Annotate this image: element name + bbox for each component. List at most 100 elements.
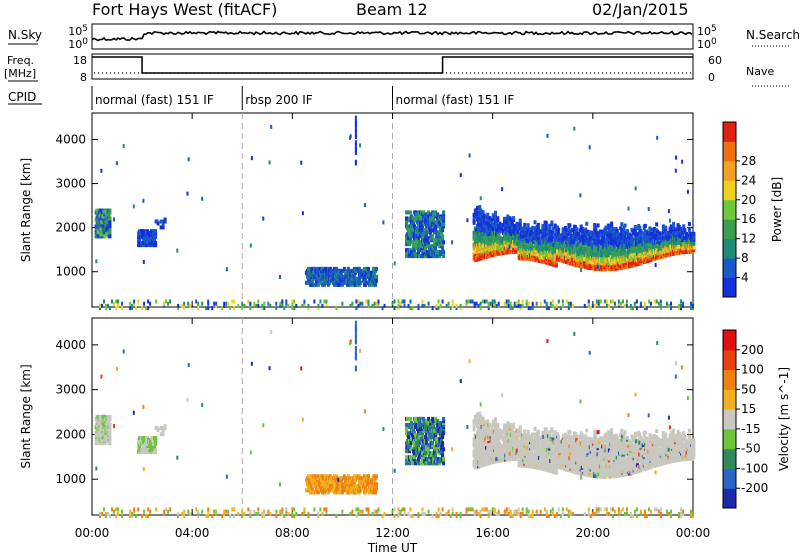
- velocity-echo-pixel: [420, 437, 423, 442]
- power-echo-pixel: [367, 266, 370, 271]
- velocity-echo-pixel: [306, 488, 310, 493]
- power-echo-pixel: [678, 306, 680, 311]
- power-echo-pixel: [593, 246, 597, 251]
- power-echo-pixel: [355, 306, 358, 311]
- power-echo-pixel: [427, 301, 430, 306]
- power-echo-pixel: [570, 257, 574, 262]
- power-echo-pixel: [575, 231, 579, 236]
- panel1-ylabel: Slant Range [km]: [19, 158, 33, 262]
- power-echo-pixel: [692, 245, 696, 250]
- power-echo-pixel: [419, 224, 422, 229]
- power-echo-pixel: [486, 212, 490, 217]
- power-echo-pixel: [544, 236, 548, 241]
- power-echo-pixel: [501, 244, 505, 249]
- velocity-echo-pixel: [405, 455, 408, 460]
- power-echo-pixel: [465, 299, 468, 304]
- power-echo-pixel: [667, 240, 671, 245]
- power-echo-pixel: [489, 303, 492, 308]
- power-echo-pixel: [654, 263, 657, 267]
- power-echo-pixel: [551, 230, 555, 235]
- power-echo-pixel: [435, 303, 438, 308]
- velocity-echo-pixel: [439, 459, 443, 464]
- power-echo-pixel: [487, 220, 491, 225]
- velocity-echo-pixel: [415, 423, 418, 427]
- velocity-echo-pixel: [108, 435, 112, 440]
- power-echo-pixel: [249, 243, 252, 248]
- power-echo-pixel: [349, 303, 352, 308]
- velocity-echo-pixel: [427, 447, 431, 452]
- power-echo-pixel: [682, 301, 684, 306]
- velocity-echo-pixel: [342, 474, 346, 479]
- power-echo-pixel: [181, 303, 184, 308]
- velocity-echo-pixel: [431, 416, 435, 421]
- power-echo-pixel: [442, 240, 446, 245]
- power-echo-pixel: [186, 191, 189, 196]
- power-echo-pixel: [250, 156, 253, 161]
- panel2-ytick-label-2: 3000: [55, 383, 86, 397]
- power-echo-pixel: [108, 208, 112, 213]
- velocity-echo-pixel: [108, 431, 112, 436]
- power-echo-pixel: [367, 299, 370, 304]
- velocity-echo-pixel: [159, 432, 163, 437]
- power-echo-pixel: [411, 226, 414, 231]
- velocity-echo-pixel: [436, 423, 440, 427]
- freq-tick-low: 8: [80, 71, 87, 84]
- power-echo-pixel: [247, 299, 250, 304]
- power-echo-pixel: [659, 306, 662, 311]
- power-echo-pixel: [403, 299, 406, 304]
- power-echo-pixel: [643, 223, 647, 228]
- power-echo-pixel: [635, 306, 638, 311]
- power-echo-pixel: [497, 301, 500, 306]
- power-echo-pixel: [354, 115, 357, 120]
- velocity-echo-pixel: [424, 425, 428, 429]
- power-echo-pixel: [653, 299, 656, 304]
- power-echo-pixel: [692, 303, 694, 308]
- power-echo-pixel: [477, 227, 481, 232]
- power-echo-pixel: [482, 219, 486, 224]
- power-echo-pixel: [447, 301, 450, 306]
- velocity-echo-pixel: [432, 419, 436, 423]
- power-echo-pixel: [439, 303, 442, 308]
- power-echo-pixel: [325, 299, 328, 304]
- power-echo-pixel: [583, 303, 586, 308]
- power-echo-pixel: [508, 244, 511, 249]
- velocity-echo-pixel: [420, 461, 423, 466]
- cpid-mode-1: rbsp 200 IF: [245, 93, 312, 107]
- power-echo-pixel: [625, 229, 629, 233]
- power-echo-pixel: [655, 222, 659, 227]
- velocity-echo-pixel: [442, 461, 446, 466]
- power-echo-pixel: [163, 303, 166, 308]
- power-echo-pixel: [495, 303, 498, 308]
- velocity-echo-pixel: [481, 416, 485, 421]
- power-echo-pixel: [354, 119, 357, 124]
- date-title: 02/Jan/2015: [592, 0, 689, 19]
- velocity-echo-pixel: [415, 449, 418, 454]
- power-echo-pixel: [287, 303, 290, 308]
- power-echo-pixel: [285, 299, 288, 304]
- power-echo-pixel: [141, 306, 144, 311]
- power-echo-pixel: [107, 303, 109, 308]
- power-echo-pixel: [371, 303, 374, 308]
- power-echo-pixel: [391, 301, 394, 306]
- power-echo-pixel: [639, 301, 642, 306]
- power-echo-pixel: [623, 223, 627, 228]
- power-echo-pixel: [669, 218, 671, 223]
- power-echo-pixel: [431, 234, 435, 239]
- power-echo-pixel: [115, 299, 117, 304]
- power-echo-pixel: [581, 229, 585, 233]
- velocity-echo-pixel: [435, 445, 439, 450]
- velocity-echo-pixel: [482, 426, 486, 431]
- power-echo-pixel: [466, 218, 469, 223]
- power-echo-pixel: [300, 160, 303, 165]
- power-echo-pixel: [147, 306, 150, 311]
- power-echo-pixel: [482, 213, 486, 218]
- power-echo-pixel: [681, 230, 685, 235]
- power-echo-pixel: [363, 266, 366, 271]
- power-echo-pixel: [436, 216, 440, 221]
- power-echo-pixel: [692, 306, 694, 311]
- power-echo-pixel: [473, 301, 476, 306]
- power-echo-pixel: [648, 226, 652, 231]
- power-echo-pixel: [421, 303, 424, 308]
- velocity-echo-pixel: [426, 457, 430, 462]
- velocity-echo-pixel: [364, 482, 367, 487]
